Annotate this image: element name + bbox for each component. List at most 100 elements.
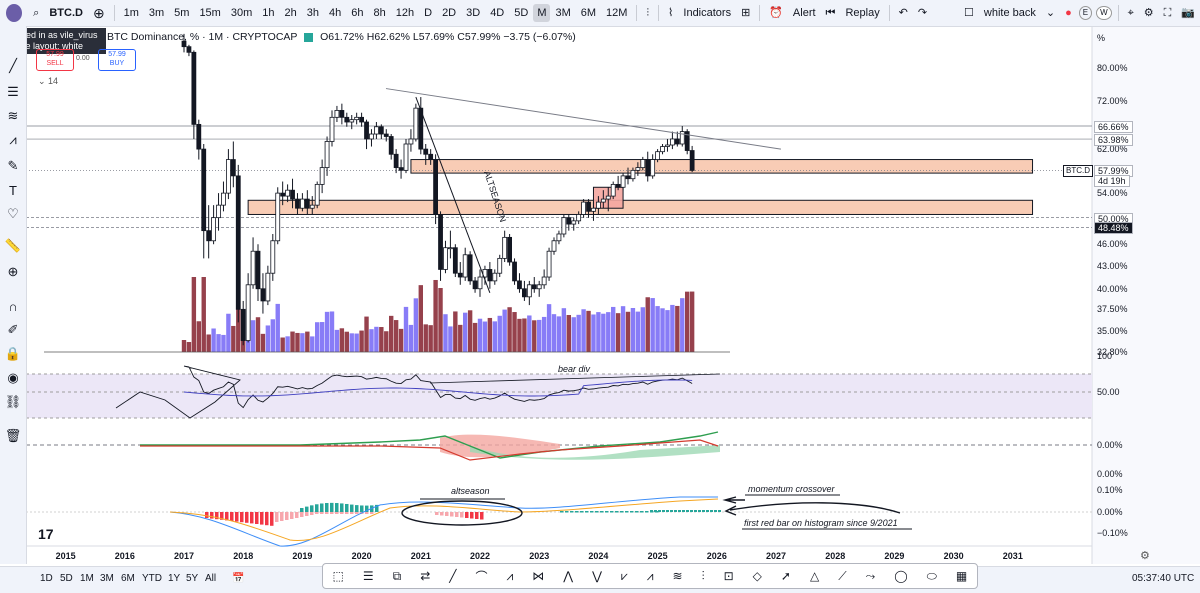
calendar-icon[interactable]: 📅 bbox=[232, 573, 245, 584]
interval-30m[interactable]: 30m bbox=[230, 7, 253, 19]
settings-icon[interactable]: ⚙ bbox=[1143, 7, 1154, 19]
templates-icon[interactable]: ⊞ bbox=[741, 7, 751, 19]
circle-icon[interactable]: ◯ bbox=[894, 569, 908, 583]
interval-1h[interactable]: 1h bbox=[262, 7, 275, 19]
ruler-icon[interactable]: 📏 bbox=[4, 238, 22, 253]
hlines-icon[interactable]: ☰ bbox=[362, 569, 374, 583]
arrow-icon[interactable]: ➚ bbox=[780, 569, 791, 583]
path-icon[interactable]: ⤳ bbox=[865, 568, 876, 583]
avatar[interactable] bbox=[6, 4, 23, 22]
trend-icon[interactable]: ╱ bbox=[449, 569, 457, 583]
diamond-icon[interactable]: ◇ bbox=[752, 569, 762, 583]
interval-3m[interactable]: 3m bbox=[148, 7, 165, 19]
camera-icon[interactable]: 📷 bbox=[1181, 7, 1196, 19]
heart-icon[interactable]: ♡ bbox=[7, 206, 19, 221]
interval-5m[interactable]: 5m bbox=[174, 7, 190, 19]
lock-drawing-icon[interactable]: ✐ bbox=[7, 322, 19, 337]
fib-tool-icon[interactable]: ≋ bbox=[7, 108, 19, 123]
trend-line-tool-icon[interactable]: ╱ bbox=[9, 58, 17, 73]
undo-icon[interactable]: ↶ bbox=[898, 7, 908, 19]
xabcd-icon[interactable]: ⋀ bbox=[563, 569, 574, 583]
interval-2d[interactable]: 2D bbox=[442, 7, 457, 19]
elliott-icon[interactable]: ⩘ bbox=[646, 568, 654, 583]
triangle-icon[interactable]: △ bbox=[809, 569, 820, 583]
interval-4d[interactable]: 4D bbox=[490, 7, 505, 19]
grid-icon[interactable]: ▦ bbox=[955, 569, 968, 583]
quick-search-icon[interactable]: ⌖ bbox=[1127, 7, 1134, 19]
collapsed-indicators[interactable]: ⌄ 14 bbox=[38, 76, 58, 87]
symbol-name[interactable]: BTC.D bbox=[49, 7, 83, 19]
badge-w[interactable]: W bbox=[1096, 6, 1112, 20]
layout-checkbox[interactable]: ☐ bbox=[964, 7, 974, 19]
interval-3d[interactable]: 3D bbox=[466, 7, 481, 19]
replay-icon[interactable]: ⏮ bbox=[825, 7, 836, 19]
chevron-down-icon[interactable]: ⌄ bbox=[1045, 7, 1056, 19]
magnet-icon[interactable]: ∩ bbox=[8, 298, 18, 314]
fib-icon[interactable]: ≋ bbox=[672, 569, 683, 583]
pattern-icon[interactable]: ⋈ bbox=[532, 569, 545, 583]
range-1y[interactable]: 1Y bbox=[168, 573, 181, 584]
interval-m[interactable]: M bbox=[533, 4, 551, 22]
curve-icon[interactable]: ⌒ bbox=[475, 569, 488, 584]
trash-icon[interactable]: 🗑 bbox=[4, 428, 22, 443]
head-shoulders-icon[interactable]: ⩗ bbox=[620, 568, 628, 583]
indicators-icon[interactable]: ⌇ bbox=[668, 7, 674, 19]
interval-3h[interactable]: 3h bbox=[306, 7, 319, 19]
badge-e[interactable]: E bbox=[1078, 6, 1093, 20]
interval-2h[interactable]: 2h bbox=[284, 7, 297, 19]
indicators-button[interactable]: Indicators bbox=[683, 7, 732, 19]
range-all[interactable]: All bbox=[205, 573, 217, 584]
range-5d[interactable]: 5D bbox=[60, 573, 73, 584]
replay-button[interactable]: Replay bbox=[845, 7, 880, 19]
zoom-in-icon[interactable]: ⊕ bbox=[7, 264, 19, 279]
buy-button[interactable]: 57.99 BUY bbox=[98, 49, 136, 71]
search-icon[interactable]: ⌕ bbox=[33, 7, 40, 19]
interval-8h[interactable]: 8h bbox=[373, 7, 386, 19]
abcd-icon[interactable]: ⋁ bbox=[592, 569, 602, 583]
record-dot-icon[interactable]: ● bbox=[1065, 7, 1072, 19]
range-3m[interactable]: 3M bbox=[100, 573, 114, 584]
brush-tool-icon[interactable]: ✎ bbox=[7, 158, 19, 173]
fullscreen-icon[interactable]: ⛶ bbox=[1163, 7, 1172, 19]
lock-icon[interactable]: 🔒 bbox=[4, 346, 22, 361]
sell-button[interactable]: 57.99 SELL bbox=[36, 49, 74, 71]
bar-style-icon[interactable]: ⫶ bbox=[646, 7, 650, 19]
interval-3m[interactable]: 3M bbox=[555, 7, 571, 19]
interval-1m[interactable]: 1m bbox=[123, 7, 139, 19]
range-1d[interactable]: 1D bbox=[40, 573, 53, 584]
interval-12m[interactable]: 12M bbox=[606, 7, 628, 19]
interval-5d[interactable]: 5D bbox=[514, 7, 529, 19]
interval-4h[interactable]: 4h bbox=[329, 7, 342, 19]
range-ytd[interactable]: YTD bbox=[142, 573, 162, 584]
interval-15m[interactable]: 15m bbox=[199, 7, 221, 19]
interval-6m[interactable]: 6M bbox=[580, 7, 597, 19]
pattern-tool-icon[interactable]: ⩘ bbox=[9, 132, 17, 147]
gann-icon[interactable]: ⫶ bbox=[701, 568, 705, 583]
redo-icon[interactable]: ↷ bbox=[917, 7, 928, 19]
link-icon[interactable]: ⛓ bbox=[4, 394, 22, 409]
interval-12h[interactable]: 12h bbox=[395, 7, 415, 19]
measure-icon[interactable]: ⊡ bbox=[723, 569, 734, 583]
zigzag-icon[interactable]: ⩘ bbox=[506, 568, 514, 583]
range-6m[interactable]: 6M bbox=[121, 573, 135, 584]
interval-6h[interactable]: 6h bbox=[351, 7, 364, 19]
rect-select-icon[interactable]: ⬚ bbox=[332, 569, 344, 583]
axis-settings-icon[interactable]: ⚙ bbox=[1140, 550, 1150, 562]
eye-icon[interactable]: ◉ bbox=[7, 370, 19, 385]
ellipse-icon[interactable]: ⬭ bbox=[926, 568, 937, 583]
plus-circle-icon[interactable]: ⊕ bbox=[92, 5, 105, 21]
polyline-icon[interactable]: ⟋ bbox=[838, 568, 847, 583]
layout-name[interactable]: white back bbox=[983, 7, 1036, 19]
legend-title[interactable]: BTC Dominance, % · 1M · CRYPTOCAP bbox=[107, 31, 298, 43]
range-5y[interactable]: 5Y bbox=[186, 573, 199, 584]
ray-icon[interactable]: ⇄ bbox=[420, 569, 431, 583]
range-1m[interactable]: 1M bbox=[80, 573, 94, 584]
alert-icon[interactable]: ⏰ bbox=[769, 7, 783, 19]
text-tool-icon[interactable]: T bbox=[9, 182, 17, 198]
alert-button[interactable]: Alert bbox=[792, 7, 816, 19]
interval-d[interactable]: D bbox=[424, 7, 433, 19]
axis-unit-label: % bbox=[1097, 33, 1106, 43]
horizontal-lines-tool-icon[interactable]: ☰ bbox=[7, 84, 19, 99]
channel-icon[interactable]: ⧉ bbox=[392, 568, 402, 583]
